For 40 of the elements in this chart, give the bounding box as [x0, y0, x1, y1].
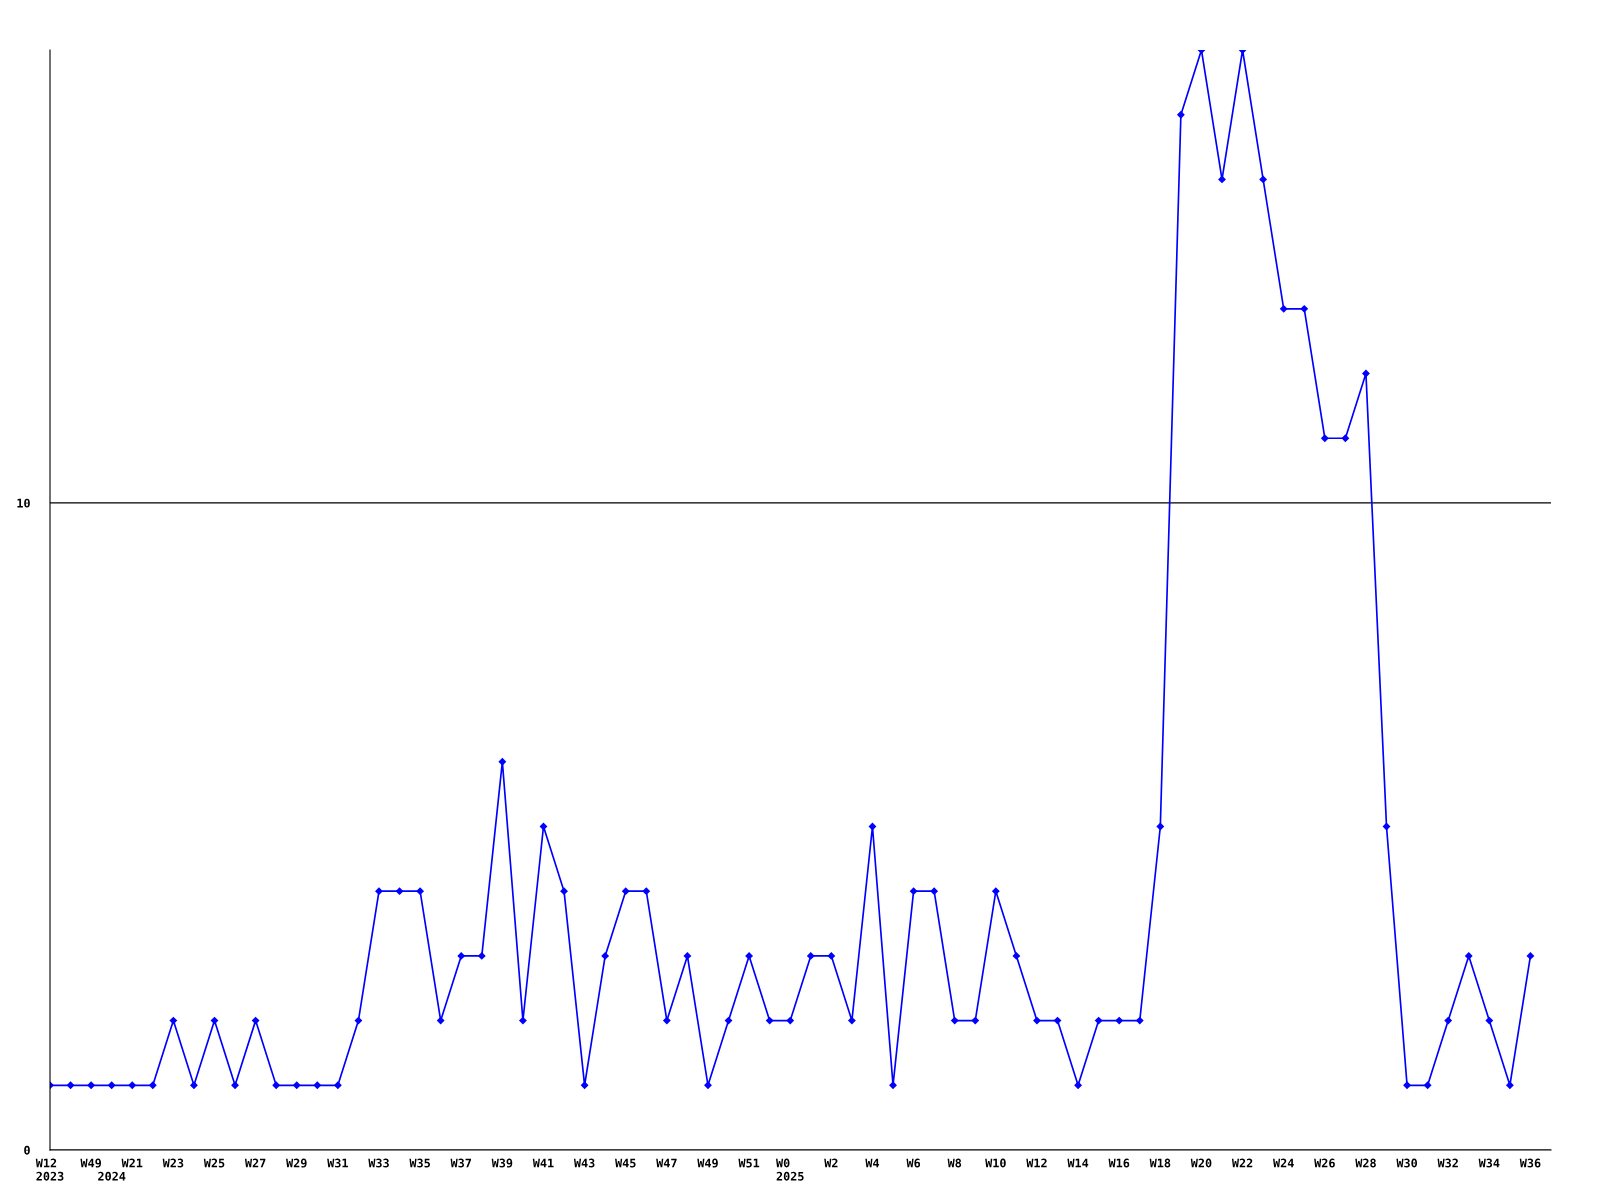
x-tick-label: W16 — [1108, 1158, 1130, 1168]
x-tick-label: W49 — [80, 1158, 102, 1168]
x-tick-label: W43 — [573, 1158, 595, 1168]
x-tick-label: W28 — [1355, 1158, 1376, 1168]
x-tick-label: W6 — [906, 1158, 921, 1168]
x-tick-label: W10 — [985, 1158, 1006, 1168]
x-tick-label: W25 — [203, 1158, 225, 1168]
x-tick-label: W30 — [1396, 1158, 1418, 1168]
x-tick-label: W12 — [1026, 1158, 1047, 1168]
x-tick-label: W51 — [738, 1158, 760, 1168]
x-tick-label: W8 — [947, 1158, 962, 1168]
x-tick-label: W39 — [491, 1158, 513, 1168]
x-tick-label: W4 — [865, 1158, 880, 1168]
x-tick-label: W26 — [1314, 1158, 1335, 1168]
x-tick-label: W27 — [244, 1158, 266, 1168]
x-tick-label: W37 — [450, 1158, 472, 1168]
x-tick-label: W32 — [1437, 1158, 1458, 1168]
x-tick-label: W21 — [121, 1158, 143, 1168]
x-tick-label: W24 — [1273, 1158, 1294, 1168]
x-tick-label: W2 — [824, 1158, 838, 1168]
x-tick-label: W47 — [656, 1158, 677, 1168]
x-tick-label: W22 — [1231, 1158, 1253, 1168]
x-tick-label: W18 — [1149, 1158, 1171, 1168]
x-tick-label: W0 2025 — [776, 1158, 804, 1181]
x-tick-label: W36 — [1519, 1158, 1541, 1168]
x-tick-label: 2024 — [98, 1171, 126, 1181]
x-tick-label: W45 — [615, 1158, 636, 1168]
x-tick-label: W29 — [286, 1158, 307, 1168]
x-tick-label: W12 2023 — [35, 1158, 64, 1181]
x-tick-label: W35 — [409, 1158, 430, 1168]
x-tick-label: W20 — [1190, 1158, 1212, 1168]
x-tick-label: W34 — [1478, 1158, 1500, 1168]
x-tick-label: W33 — [368, 1158, 389, 1168]
x-tick-label: W41 — [532, 1158, 554, 1168]
y-tick-label: 10 — [17, 498, 30, 508]
y-tick-label: 0 — [24, 1145, 30, 1155]
x-tick-label: W49 — [697, 1158, 718, 1168]
x-tick-label: W23 — [162, 1158, 184, 1168]
x-tick-label: W31 — [327, 1158, 348, 1168]
x-tick-label: W14 — [1067, 1158, 1089, 1168]
